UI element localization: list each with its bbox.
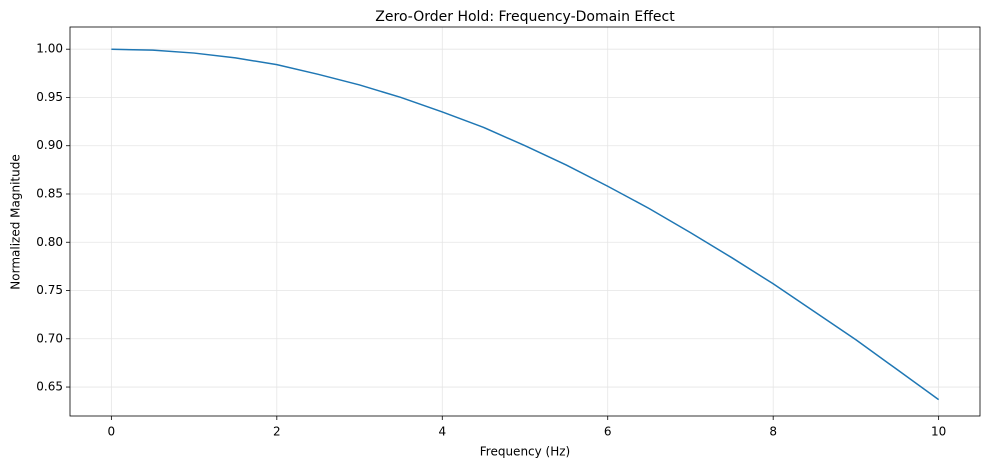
y-tick-label: 0.75: [36, 283, 63, 297]
x-tick-label: 10: [931, 425, 946, 439]
x-tick-label: 4: [438, 425, 446, 439]
y-tick-label: 0.90: [36, 138, 63, 152]
y-tick-label: 0.80: [36, 235, 63, 249]
x-tick-label: 6: [604, 425, 612, 439]
y-tick-label: 0.65: [36, 380, 63, 394]
y-tick-label: 0.95: [36, 90, 63, 104]
x-tick-label: 0: [108, 425, 116, 439]
x-axis-label: Frequency (Hz): [480, 445, 571, 459]
x-tick-label: 2: [273, 425, 281, 439]
y-tick-label: 0.85: [36, 186, 63, 200]
data-line: [111, 48, 940, 401]
chart-title: Zero-Order Hold: Frequency-Domain Effect: [375, 9, 675, 25]
y-tick-label: 1.00: [36, 42, 63, 56]
plot-frame: [69, 26, 981, 417]
x-tick-label: 8: [769, 425, 777, 439]
y-axis-label: Normalized Magnitude: [9, 154, 23, 289]
y-tick-label: 0.70: [36, 331, 63, 345]
